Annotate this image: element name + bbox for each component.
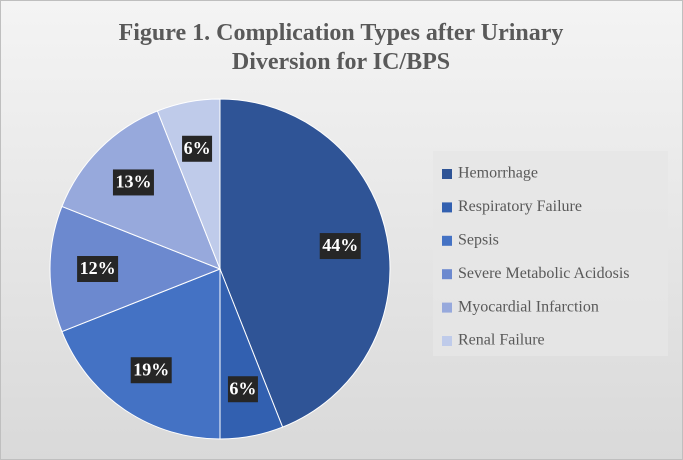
data-label: 19% bbox=[133, 359, 169, 379]
data-label-box bbox=[112, 169, 154, 196]
data-label-box bbox=[227, 376, 258, 403]
legend-marker bbox=[442, 202, 452, 213]
legend-label: Myocardial Infarction bbox=[458, 298, 599, 315]
legend-label: Hemorrhage bbox=[458, 165, 538, 182]
legend-marker bbox=[442, 302, 452, 313]
legend-label: Severe Metabolic Acidosis bbox=[458, 265, 630, 282]
data-label: 13% bbox=[115, 172, 151, 192]
legend-marker bbox=[442, 336, 452, 346]
chart-title: Figure 1. Complication Types after Urina… bbox=[118, 20, 564, 75]
data-label-box bbox=[77, 256, 119, 282]
data-label: 6% bbox=[184, 138, 211, 158]
data-label: 12% bbox=[80, 258, 116, 278]
legend-marker bbox=[442, 235, 452, 246]
data-label-box bbox=[319, 233, 361, 260]
data-label-box bbox=[130, 357, 172, 384]
legend-label: Sepsis bbox=[458, 231, 499, 248]
legend-label: Respiratory Failure bbox=[458, 198, 582, 215]
legend-box bbox=[433, 151, 668, 356]
pie-slice bbox=[219, 98, 391, 428]
legend-marker bbox=[442, 169, 452, 179]
legend-label: Renal Failure bbox=[458, 332, 545, 349]
data-label: 6% bbox=[229, 378, 256, 398]
legend-marker bbox=[442, 269, 452, 280]
pie-slice bbox=[61, 268, 221, 440]
data-label-box bbox=[182, 135, 213, 162]
data-label: 44% bbox=[322, 235, 358, 255]
pie-slice bbox=[49, 205, 222, 333]
